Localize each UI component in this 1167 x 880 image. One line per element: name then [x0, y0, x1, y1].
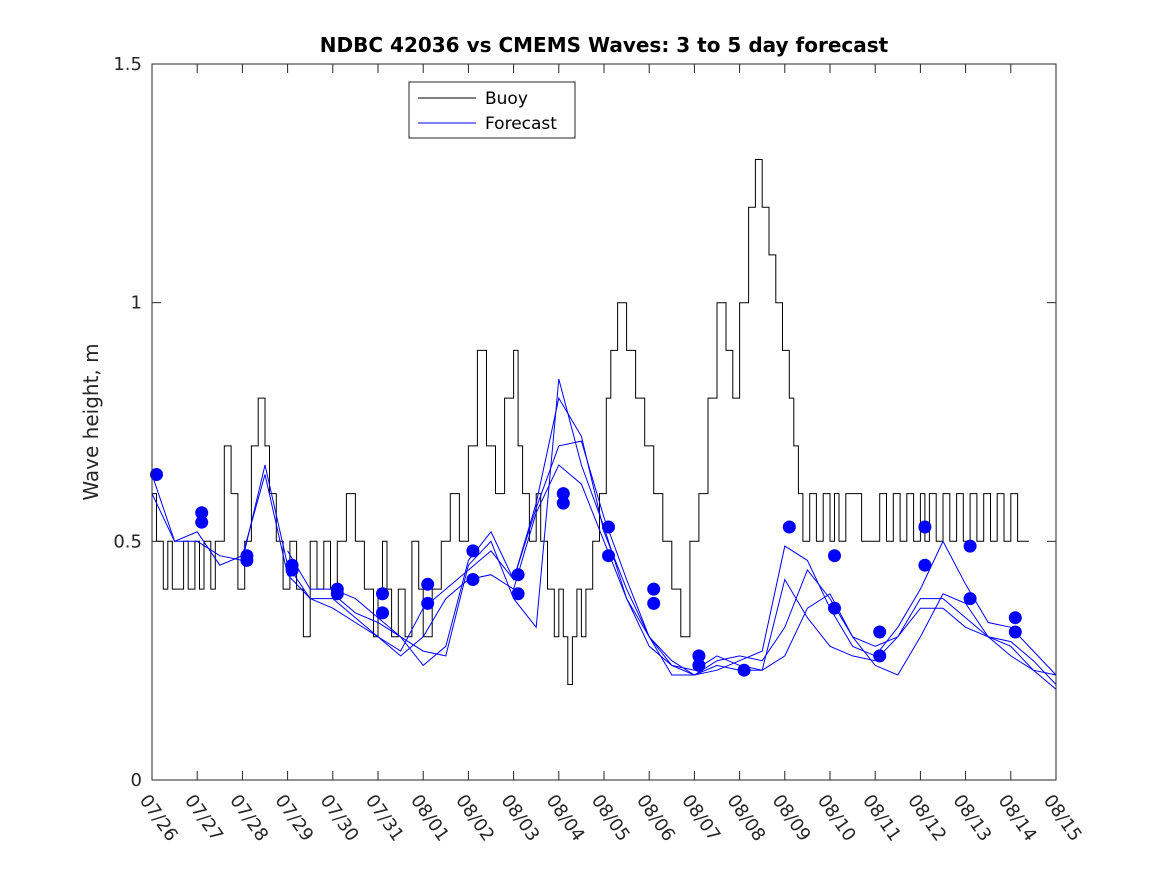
x-tick-label: 08/04: [542, 791, 589, 846]
x-tick-label: 08/10: [813, 791, 860, 846]
forecast-marker-10: [376, 606, 389, 620]
x-tick-label: 08/01: [406, 791, 453, 846]
forecast-marker-1: [195, 506, 209, 520]
x-tick-label: 08/11: [858, 791, 905, 846]
forecast-marker-28: [828, 601, 841, 615]
x-tick-label: 08/08: [723, 791, 770, 846]
y-tick-label: 1.5: [113, 54, 142, 75]
x-tick-label: 08/06: [632, 791, 679, 846]
x-tick-label: 08/09: [768, 791, 815, 846]
forecast-marker-25: [737, 663, 751, 677]
forecast-marker-15: [511, 568, 525, 582]
forecast-run-2-series-line: [151, 464, 1057, 685]
x-tick-label: 08/02: [451, 791, 498, 846]
forecast-run-4-series-line: [332, 378, 1057, 676]
forecast-marker-32: [918, 558, 932, 572]
forecast-marker-13: [466, 544, 480, 558]
forecast-marker-17: [556, 487, 570, 501]
forecast-marker-18: [556, 496, 570, 510]
forecast-marker-9: [376, 587, 389, 601]
legend: Buoy Forecast: [408, 81, 576, 139]
forecast-marker-29: [873, 625, 887, 639]
x-tick-label: 07/28: [225, 791, 272, 846]
x-tick-label: 08/07: [677, 791, 724, 846]
x-tick-label: 07/30: [316, 791, 363, 846]
forecast-marker-22: [647, 596, 661, 610]
forecast-marker-36: [1008, 625, 1022, 639]
forecast-marker-20: [602, 549, 615, 563]
forecast-marker-23: [692, 649, 706, 663]
forecast-marker-4: [240, 553, 254, 567]
legend-label-forecast: Forecast: [485, 114, 557, 134]
forecast-marker-14: [466, 573, 480, 586]
series-layer: [151, 159, 1057, 690]
y-tick-label: 0.5: [113, 531, 142, 552]
forecast-marker-33: [963, 539, 977, 553]
x-tick-label: 08/13: [949, 791, 996, 846]
forecast-marker-30: [873, 649, 887, 663]
x-tick-label: 07/26: [135, 791, 182, 846]
forecast-marker-11: [421, 577, 435, 591]
forecast-marker-12: [421, 596, 435, 610]
y-axis-label: Wave height, m: [79, 343, 103, 500]
forecast-marker-35: [1008, 611, 1022, 625]
x-tick-label: 07/27: [180, 791, 227, 846]
forecast-marker-34: [963, 592, 977, 606]
forecast-marker-6: [285, 563, 299, 577]
legend-label-buoy: Buoy: [485, 89, 528, 109]
x-tick-label: 07/29: [271, 791, 318, 846]
forecast-series-line: [151, 440, 1057, 676]
y-tick-label: 0: [131, 770, 142, 791]
y-tick-label: 1: [131, 293, 142, 314]
forecast-marker-19: [602, 520, 615, 534]
forecast-marker-0: [150, 468, 163, 481]
forecast-marker-26: [782, 520, 796, 534]
forecast-run-3-series-line: [287, 396, 1057, 690]
legend-box: [408, 81, 576, 139]
forecast-marker-27: [828, 549, 841, 563]
forecast-marker-31: [918, 520, 932, 534]
x-tick-label: 08/14: [994, 791, 1041, 846]
chart-title: NDBC 42036 vs CMEMS Waves: 3 to 5 day fo…: [320, 33, 889, 57]
marker-layer: [150, 468, 1022, 677]
forecast-marker-16: [511, 587, 525, 601]
x-tick-label: 08/03: [497, 791, 544, 846]
x-tick-label: 08/15: [1039, 791, 1086, 846]
buoy-series-line: [152, 159, 1029, 685]
x-tick-label: 08/12: [903, 791, 950, 846]
x-tick-label: 07/31: [361, 791, 408, 846]
x-tick-label: 08/05: [587, 791, 634, 846]
plot-area-background: [152, 64, 1056, 780]
forecast-marker-8: [330, 587, 344, 601]
forecast-marker-24: [692, 658, 706, 672]
forecast-marker-21: [647, 582, 661, 596]
forecast-marker-2: [195, 515, 209, 529]
